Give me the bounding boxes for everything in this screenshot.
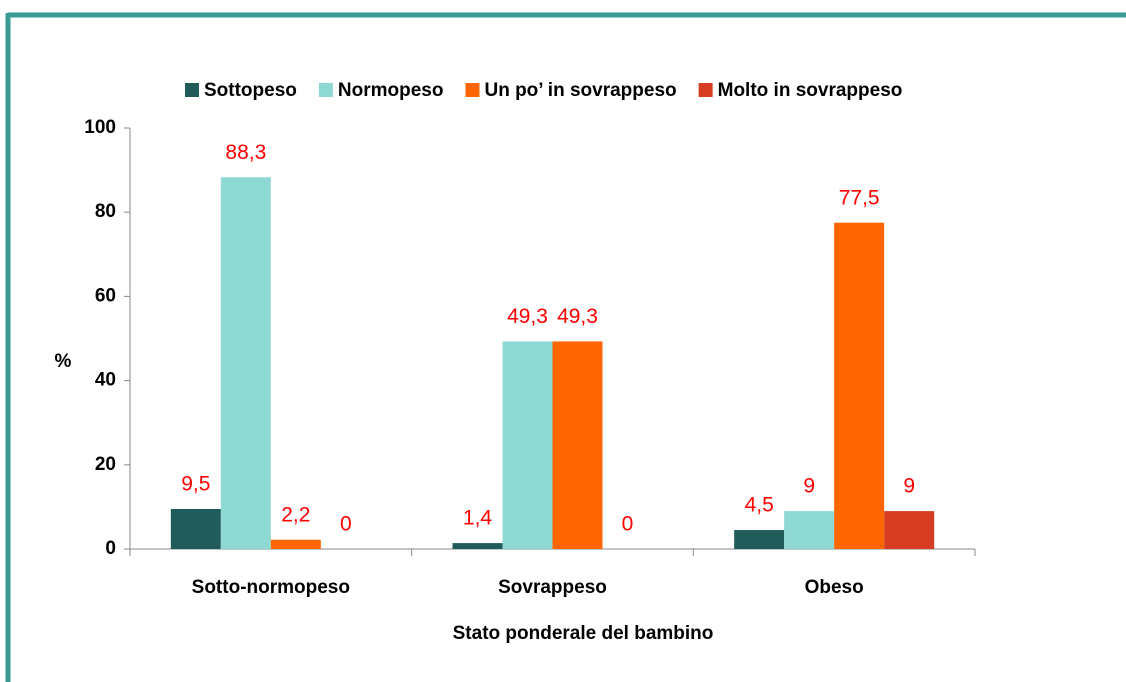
bar [734,530,785,549]
legend-label: Sottopeso [204,80,297,101]
bar [170,509,221,549]
bar [552,341,603,549]
data-label: 0 [622,513,634,536]
y-tick-label: 60 [95,285,116,306]
data-label: 9,5 [181,473,210,496]
data-label: 9 [903,475,915,498]
data-label: 49,3 [557,305,598,328]
x-tick-label: Sotto-normopeso [192,577,350,598]
data-label: 1,4 [463,507,493,530]
bar [220,177,271,549]
bar [270,539,321,549]
legend-swatch [318,83,333,97]
legend-swatch [185,83,199,97]
bar [834,222,885,549]
data-label: 4,5 [745,494,774,517]
data-label: 0 [340,513,352,536]
y-tick-label: 0 [105,538,116,559]
legend-swatch [698,83,713,97]
y-tick-label: 100 [84,117,116,138]
data-label: 9 [803,475,815,498]
data-label: 88,3 [225,141,266,164]
data-label: 2,2 [281,503,310,526]
bar [452,543,503,549]
bar [784,511,835,549]
y-tick-label: 20 [95,454,116,475]
legend-label: Un po’ in sovrappeso [484,80,676,101]
x-tick-label: Obeso [805,577,864,598]
y-axis-title: % [55,351,72,372]
legend-swatch [465,83,480,97]
x-tick-label: Sovrappeso [498,577,607,598]
bar [884,511,935,549]
y-tick-label: 40 [95,370,116,391]
legend-label: Normopeso [338,80,444,101]
x-axis-title: Stato ponderale del bambino [453,623,714,644]
data-label: 49,3 [507,305,548,328]
legend-label: Molto in sovrappeso [718,80,903,101]
bar [502,341,553,549]
data-label: 77,5 [839,186,880,209]
y-tick-label: 80 [95,201,116,222]
